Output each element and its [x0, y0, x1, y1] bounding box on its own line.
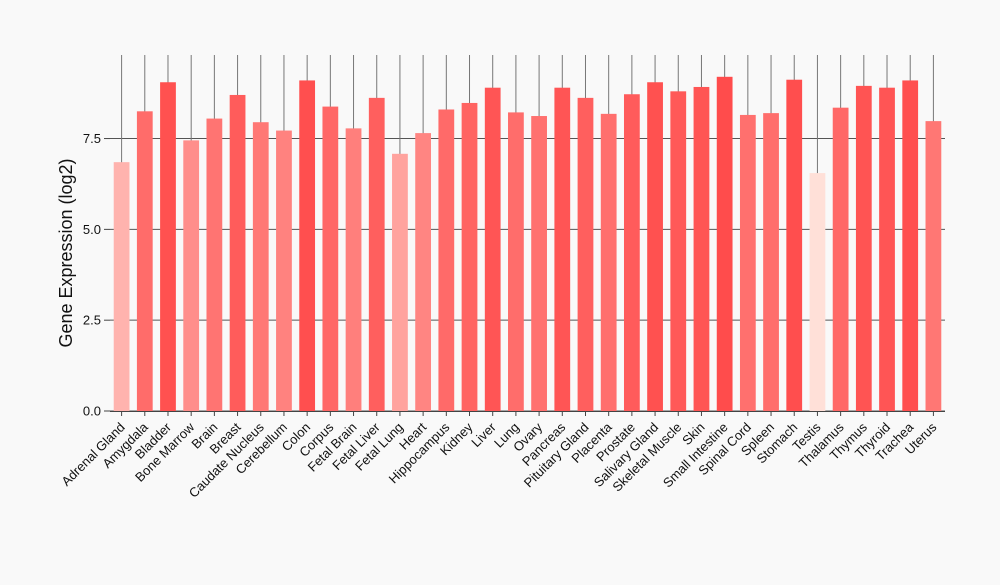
bar-kidney	[461, 102, 478, 411]
bar-testis	[809, 173, 826, 411]
bar-heart	[415, 133, 432, 411]
bar-fetal-brain	[345, 128, 362, 412]
bar-breast	[229, 94, 246, 412]
bar-brain	[206, 118, 223, 412]
bar-lung	[508, 112, 524, 411]
bar-ovary	[531, 116, 547, 412]
y-tick-label: 5.0	[83, 222, 101, 237]
bar-stomach	[786, 79, 803, 412]
bar-fetal-liver	[368, 97, 385, 412]
bar-bone-marrow	[183, 140, 200, 411]
bar-adrenal-gland	[113, 162, 130, 411]
bar-fetal-lung	[392, 153, 408, 411]
y-tick-label: 0.0	[83, 404, 101, 419]
bar-spinal-cord	[739, 114, 756, 411]
bar-corpus	[322, 106, 339, 411]
bar-skin	[693, 86, 710, 411]
bar-pancreas	[554, 87, 571, 411]
bar-amygdala	[136, 111, 153, 411]
y-tick-label: 7.5	[83, 131, 101, 146]
bar-small-intestine	[716, 76, 733, 411]
bar-placenta	[600, 113, 617, 412]
bar-hippocampus	[438, 109, 455, 411]
bar-pituitary-gland	[577, 97, 594, 412]
bar-cerebellum	[276, 130, 292, 411]
x-tick-label: Liver	[468, 419, 499, 450]
bar-thyroid	[879, 87, 895, 411]
bar-thalamus	[832, 107, 849, 412]
bar-trachea	[902, 80, 919, 411]
bar-caudate-nucleus	[252, 122, 269, 412]
bar-bladder	[160, 82, 176, 411]
bar-prostate	[623, 94, 640, 411]
y-tick-label: 2.5	[83, 313, 101, 328]
bar-liver	[484, 87, 501, 411]
y-axis-title: Gene Expression (log2)	[56, 158, 76, 347]
bar-spleen	[763, 113, 779, 412]
bar-skeletal-muscle	[670, 91, 687, 411]
bar-uterus	[925, 121, 942, 411]
bar-salivary-gland	[647, 82, 663, 411]
bar-thymus	[855, 85, 872, 411]
bar-colon	[299, 80, 316, 411]
